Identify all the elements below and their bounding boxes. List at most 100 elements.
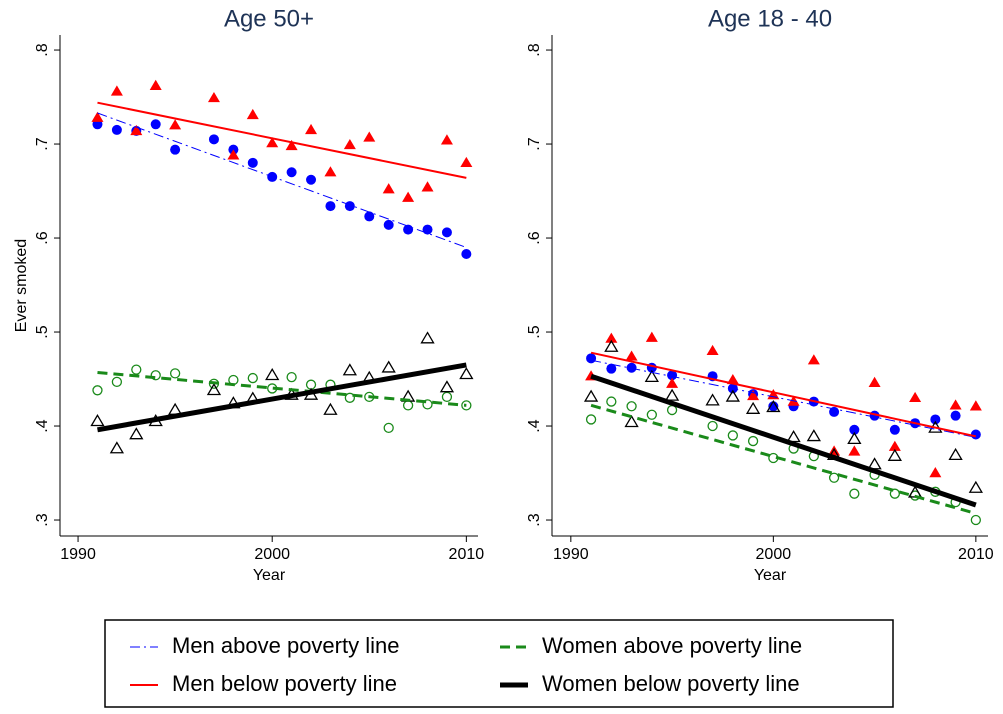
point — [461, 400, 472, 411]
point — [130, 124, 143, 136]
point — [382, 183, 395, 194]
point — [889, 488, 900, 499]
point — [208, 134, 219, 145]
point — [206, 383, 222, 396]
point — [606, 396, 617, 407]
legend-label: Men above poverty line — [172, 633, 399, 658]
point — [265, 367, 280, 381]
point — [92, 385, 103, 396]
point — [585, 414, 597, 425]
point — [343, 138, 356, 150]
point — [646, 409, 657, 420]
point — [383, 422, 394, 434]
point — [91, 111, 104, 122]
y-tick-label: .6 — [526, 231, 543, 244]
point — [707, 420, 718, 432]
point — [246, 108, 259, 120]
point — [625, 350, 638, 361]
point — [909, 391, 922, 403]
point — [440, 134, 453, 145]
y-tick-label: .7 — [34, 137, 51, 150]
point — [129, 427, 144, 440]
point — [807, 354, 820, 365]
chart-title: Age 50+ — [224, 5, 314, 32]
x-axis-label: Year — [754, 567, 787, 584]
point — [747, 389, 760, 401]
point — [207, 91, 220, 103]
point — [323, 402, 338, 415]
fit-line — [97, 112, 467, 248]
point — [285, 139, 298, 151]
point — [806, 429, 821, 442]
fit-line — [97, 101, 467, 179]
point — [383, 219, 394, 230]
point — [342, 363, 357, 376]
point — [421, 181, 434, 192]
point — [968, 480, 983, 493]
point — [286, 167, 297, 178]
point — [247, 372, 258, 384]
point — [745, 401, 761, 414]
point — [726, 373, 739, 385]
point — [727, 430, 738, 441]
point — [402, 191, 415, 202]
x-tick-label: 2000 — [756, 546, 792, 563]
point — [626, 401, 637, 412]
legend-box — [104, 619, 894, 708]
point — [887, 448, 902, 461]
point — [606, 363, 617, 374]
point — [461, 249, 472, 260]
point — [439, 380, 455, 393]
fit-line — [590, 359, 976, 438]
point — [403, 224, 414, 235]
x-tick-label: 2010 — [958, 546, 994, 563]
x-tick-label: 1990 — [553, 546, 589, 563]
point — [169, 119, 182, 130]
point — [131, 364, 142, 375]
point — [459, 367, 474, 380]
point — [286, 371, 297, 383]
point — [227, 149, 240, 160]
point — [868, 376, 881, 387]
point — [605, 332, 618, 343]
point — [110, 85, 123, 96]
point — [950, 410, 961, 421]
point — [363, 131, 376, 142]
point — [586, 353, 597, 364]
point — [381, 360, 396, 373]
point — [402, 400, 414, 411]
y-tick-label: .7 — [526, 137, 543, 150]
y-tick-label: .8 — [526, 43, 543, 56]
fit-line — [590, 373, 977, 508]
x-tick-label: 2010 — [449, 546, 485, 563]
y-axis-label: Ever smoked — [13, 239, 30, 332]
point — [768, 401, 779, 412]
legend-label: Women above poverty line — [542, 633, 802, 658]
point — [306, 174, 317, 185]
fit-line — [97, 370, 467, 407]
point — [666, 377, 679, 388]
point — [150, 370, 161, 381]
point — [604, 339, 619, 352]
legend-label: Men below poverty line — [172, 671, 397, 696]
point — [705, 393, 720, 406]
point — [644, 369, 659, 382]
point — [889, 424, 900, 435]
point — [324, 166, 337, 177]
point — [460, 156, 473, 168]
point — [829, 406, 840, 417]
x-axis-label: Year — [253, 567, 286, 584]
y-tick-label: .8 — [34, 43, 51, 56]
point — [948, 447, 963, 461]
point — [664, 388, 680, 401]
point — [344, 392, 356, 403]
fit-line — [97, 362, 467, 433]
point — [624, 414, 639, 428]
point — [247, 157, 258, 168]
point — [364, 211, 375, 222]
point — [305, 123, 318, 135]
point — [930, 414, 941, 425]
point — [849, 488, 860, 499]
point — [266, 137, 279, 148]
point — [970, 429, 981, 440]
